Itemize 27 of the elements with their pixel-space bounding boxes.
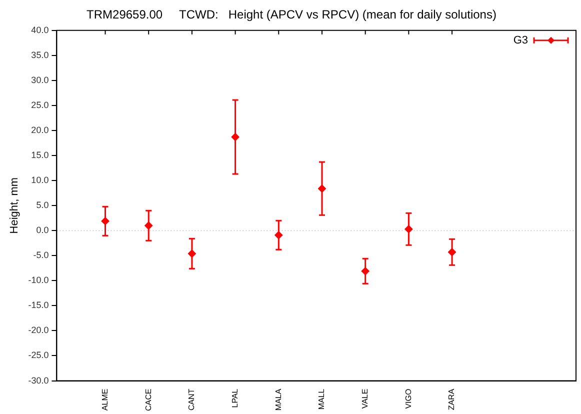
x-tick-label: VIGO bbox=[404, 388, 413, 409]
y-axis-title: Height, mm bbox=[8, 177, 21, 234]
y-tick-label: 25.0 bbox=[31, 100, 49, 110]
x-tick-label: CACE bbox=[144, 388, 153, 412]
y-tick-label: 20.0 bbox=[31, 124, 49, 135]
y-tick-label: -30.0 bbox=[28, 375, 49, 386]
x-tick-label: MALL bbox=[317, 388, 326, 410]
x-tick-label: VALE bbox=[360, 388, 370, 409]
y-tick-label: 40.0 bbox=[31, 24, 49, 35]
y-tick-label: 35.0 bbox=[31, 50, 49, 60]
chart-title: TRM29659.00 TCWD: Height (APCV vs RPCV) (mean for daily solutions) bbox=[86, 8, 496, 22]
y-tick-label: 10.0 bbox=[31, 175, 49, 186]
y-tick-label: -10.0 bbox=[28, 275, 49, 286]
y-tick-label: 0.0 bbox=[36, 225, 49, 236]
y-tick-label: 15.0 bbox=[31, 150, 49, 160]
y-tick-label: 5.0 bbox=[36, 200, 49, 210]
x-tick-label: ALME bbox=[100, 388, 110, 411]
x-tick-label: ZARA bbox=[447, 388, 456, 410]
x-tick-label: LPAL bbox=[230, 388, 240, 408]
y-tick-label: 30.0 bbox=[31, 74, 49, 85]
y-tick-label: -15.0 bbox=[28, 300, 49, 310]
legend-label: G3 bbox=[513, 34, 528, 46]
y-tick-label: -20.0 bbox=[28, 325, 49, 336]
x-tick-label: MALA bbox=[274, 388, 283, 411]
y-tick-label: -5.0 bbox=[33, 250, 49, 260]
y-tick-label: -25.0 bbox=[28, 350, 49, 360]
x-tick-label: CANT bbox=[187, 388, 196, 411]
